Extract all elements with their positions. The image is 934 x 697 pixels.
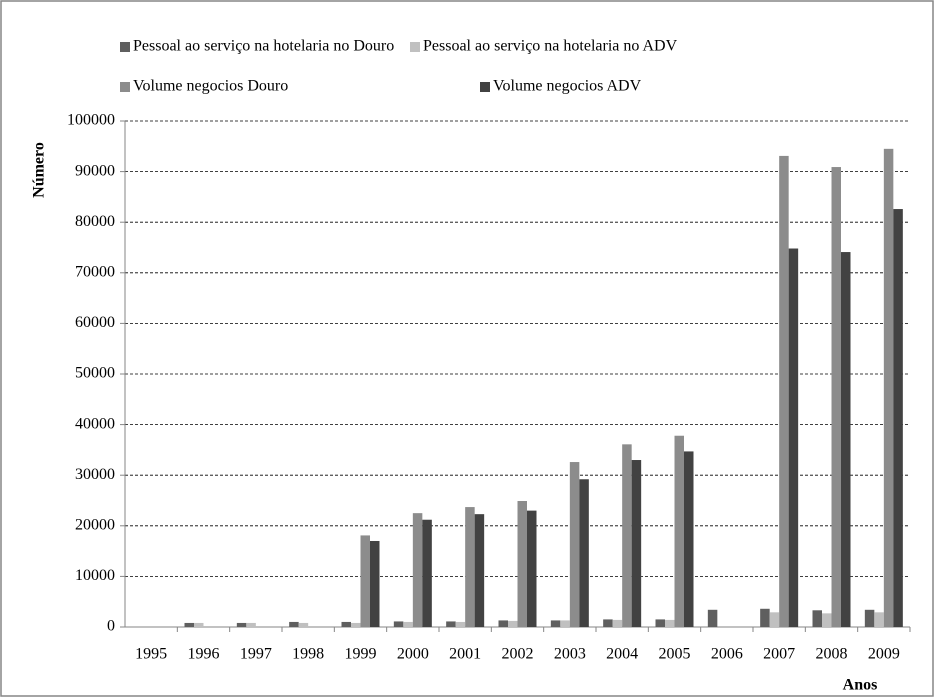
bar — [579, 479, 589, 627]
bar — [883, 148, 894, 627]
bar — [603, 619, 613, 627]
bar — [412, 513, 423, 627]
y-tick-label: 90000 — [75, 162, 115, 179]
bar — [655, 619, 665, 627]
bar — [665, 619, 675, 627]
y-axis-label: Número — [31, 142, 48, 198]
bar — [831, 167, 841, 627]
legend-swatch — [120, 42, 130, 52]
bar — [760, 608, 770, 627]
x-tick-label: 2004 — [606, 646, 638, 663]
x-tick-label: 2000 — [397, 646, 429, 663]
x-tick-label: 2008 — [816, 646, 848, 663]
x-tick-label: 2009 — [868, 646, 900, 663]
bar — [841, 252, 851, 627]
bar — [422, 519, 432, 627]
bar — [527, 510, 537, 627]
x-tick-label: 1999 — [345, 646, 377, 663]
bar — [351, 622, 361, 627]
bar — [893, 209, 903, 627]
x-axis-label: Anos — [843, 677, 878, 694]
y-tick-label: 10000 — [75, 567, 115, 584]
bar — [864, 609, 875, 627]
bar — [370, 540, 380, 627]
legend-swatch — [120, 82, 130, 92]
bar — [788, 248, 799, 627]
bar — [474, 514, 485, 627]
x-tick-label: 2003 — [554, 646, 586, 663]
bar — [393, 621, 404, 627]
bar — [812, 610, 822, 627]
x-tick-label: 2005 — [659, 646, 691, 663]
bar — [550, 620, 561, 627]
bar — [674, 435, 684, 627]
legend-swatch — [410, 42, 420, 52]
bar — [508, 620, 518, 627]
bar — [184, 622, 194, 627]
y-tick-label: 80000 — [75, 213, 115, 230]
x-tick-label: 1998 — [292, 646, 324, 663]
bar — [622, 444, 632, 627]
x-tick-label: 2006 — [711, 646, 743, 663]
legend-label: Volume negocios Douro — [133, 78, 288, 95]
bar — [455, 621, 466, 627]
bar — [684, 451, 694, 627]
x-tick-label: 2002 — [502, 646, 534, 663]
bar — [707, 609, 718, 627]
bar — [298, 622, 309, 627]
bar — [612, 619, 623, 627]
bar — [194, 622, 204, 627]
bar — [769, 612, 780, 627]
bar — [341, 621, 351, 627]
bar — [465, 507, 475, 627]
bar — [822, 613, 832, 627]
bar — [569, 462, 580, 627]
bar — [631, 460, 642, 627]
y-tick-label: 60000 — [75, 314, 115, 331]
bar — [360, 535, 370, 627]
y-tick-label: 0 — [107, 618, 115, 635]
x-tick-label: 2001 — [449, 646, 481, 663]
x-tick-label: 1995 — [135, 646, 167, 663]
legend-label: Pessoal ao serviço na hotelaria no ADV — [423, 38, 678, 55]
bar — [236, 622, 247, 627]
x-tick-label: 2007 — [763, 646, 795, 663]
bar — [446, 621, 456, 627]
bar — [560, 620, 570, 627]
y-tick-label: 40000 — [75, 415, 115, 432]
bar — [874, 612, 884, 627]
bar — [246, 622, 256, 627]
bar — [289, 621, 299, 627]
bar — [779, 155, 789, 627]
y-tick-label: 100000 — [67, 112, 115, 129]
bar — [403, 621, 413, 627]
x-tick-label: 1996 — [188, 646, 220, 663]
y-tick-label: 70000 — [75, 263, 115, 280]
legend-label: Pessoal ao serviço na hotelaria no Douro — [133, 38, 394, 55]
y-tick-label: 30000 — [75, 466, 115, 483]
y-tick-label: 50000 — [75, 365, 115, 382]
bar — [498, 620, 508, 627]
legend-swatch — [480, 82, 490, 92]
x-tick-label: 1997 — [240, 646, 272, 663]
bar — [517, 501, 527, 627]
legend-label: Volume negocios ADV — [493, 78, 642, 95]
y-tick-label: 20000 — [75, 516, 115, 533]
